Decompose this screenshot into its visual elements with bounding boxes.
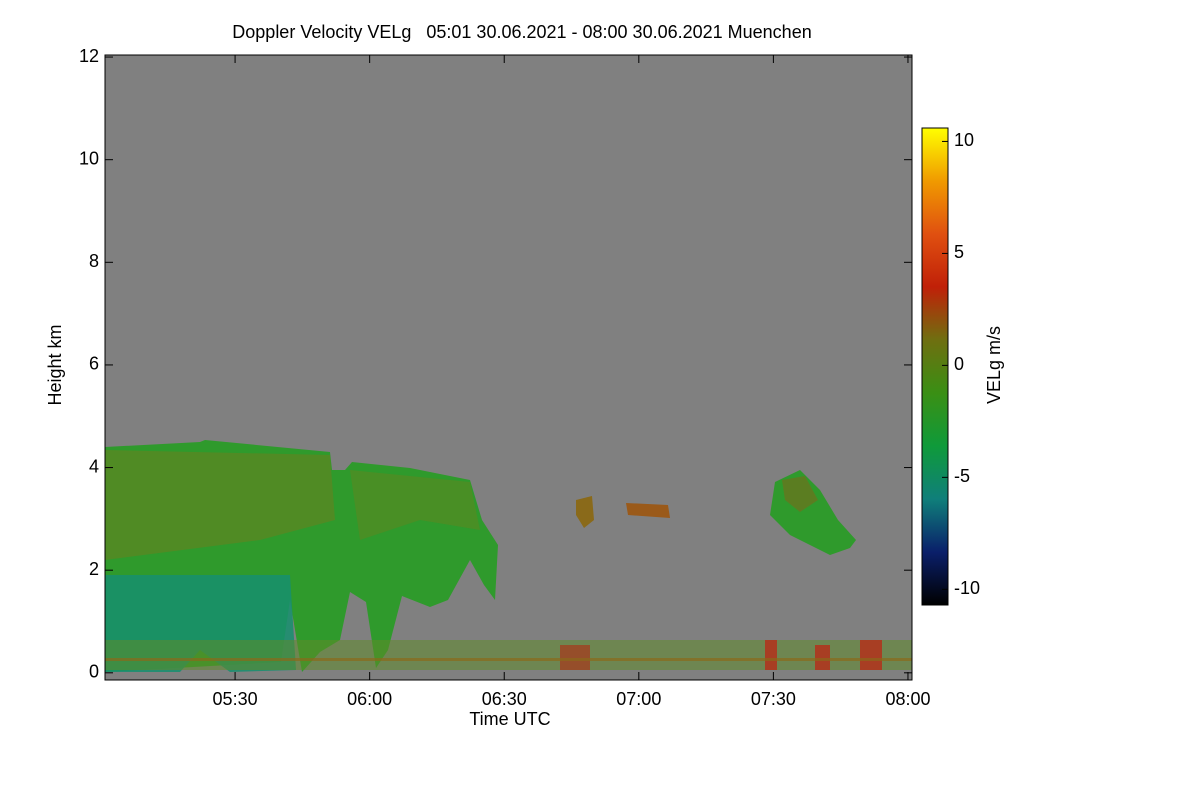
ground-clutter	[860, 640, 882, 670]
ground-clutter	[765, 640, 777, 670]
x-tick-label: 06:00	[347, 689, 392, 709]
ground-clutter	[105, 640, 912, 670]
colorbar-tick-label: 5	[954, 242, 964, 262]
x-tick-label: 06:30	[482, 689, 527, 709]
y-tick-label: 10	[79, 148, 99, 168]
y-tick-label: 6	[89, 354, 99, 374]
radar-field	[105, 440, 912, 672]
y-tick-label: 2	[89, 559, 99, 579]
y-tick-label: 12	[79, 46, 99, 66]
x-tick-label: 07:30	[751, 689, 796, 709]
colorbar	[921, 127, 949, 606]
x-tick-label: 08:00	[885, 689, 930, 709]
x-tick-label: 07:00	[616, 689, 661, 709]
colorbar-label: VELg m/s	[984, 326, 1004, 404]
colorbar-tick-label: -10	[954, 578, 980, 598]
y-tick-label: 8	[89, 251, 99, 271]
y-tick-label: 0	[89, 662, 99, 682]
echo-shade	[105, 450, 335, 560]
y-tick-label: 4	[89, 456, 99, 476]
x-tick-label: 05:30	[213, 689, 258, 709]
colorbar-tick-label: 0	[954, 354, 964, 374]
echo-patch	[782, 476, 818, 512]
echo-shade	[350, 470, 480, 540]
chart-title: Doppler Velocity VELg 05:01 30.06.2021 -…	[232, 22, 811, 42]
plot-frame	[104, 54, 913, 681]
ground-clutter	[815, 645, 830, 670]
echo-patch	[576, 496, 594, 528]
ground-clutter	[560, 645, 590, 670]
x-axis-label: Time UTC	[469, 709, 550, 729]
colorbar-tick-label: 10	[954, 130, 974, 150]
ground-clutter	[105, 658, 912, 661]
echo-patch	[626, 503, 670, 518]
colorbar-tick-label: -5	[954, 466, 970, 486]
y-axis-label: Height km	[45, 324, 65, 405]
